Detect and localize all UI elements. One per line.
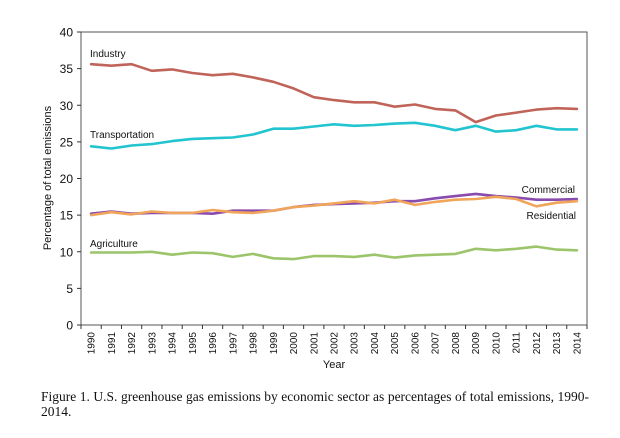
x-tick-label: 2004 <box>370 332 381 355</box>
x-tick-label: 2013 <box>552 332 563 355</box>
series-line-agriculture <box>89 245 579 261</box>
x-tick-label: 1999 <box>269 332 280 355</box>
y-tick-label: 30 <box>60 99 74 113</box>
x-tick-label: 1998 <box>249 332 260 355</box>
x-tick-label: 1992 <box>127 332 138 355</box>
x-tick-label: 2010 <box>491 332 502 355</box>
x-tick-label: 2003 <box>350 332 361 355</box>
series-label-agriculture: Agriculture <box>90 239 138 250</box>
x-tick-label: 2001 <box>309 332 320 355</box>
x-tick-label: 1995 <box>188 332 199 355</box>
series-lines <box>89 62 579 261</box>
figure-caption: Figure 1. U.S. greenhouse gas emissions … <box>41 389 589 419</box>
x-tick-label: 2012 <box>532 332 543 355</box>
series-label-residential: Residential <box>527 211 576 222</box>
series-label-transportation: Transportation <box>90 130 154 141</box>
y-tick-label: 20 <box>60 172 74 186</box>
x-tick-label: 2000 <box>289 332 300 355</box>
y-tick-label: 25 <box>60 135 74 149</box>
y-axis-title: Percentage of total emissions <box>42 105 54 250</box>
y-tick-label: 15 <box>60 209 74 223</box>
y-tick-label: 35 <box>60 62 74 76</box>
series-labels: Industry Transportation Commercial Resident… <box>90 49 576 250</box>
x-tick-label: 1990 <box>87 332 98 355</box>
x-tick-label: 2014 <box>572 332 583 355</box>
x-tick-label: 1996 <box>208 332 219 355</box>
series-line-transportation <box>89 121 579 150</box>
x-tick-label: 2008 <box>451 332 462 355</box>
x-tick-label: 1991 <box>107 332 118 355</box>
y-tick-label: 5 <box>66 282 73 296</box>
plot-frame <box>80 31 588 326</box>
y-tick-label: 0 <box>66 319 73 333</box>
y-tick-label: 40 <box>60 26 74 40</box>
x-tick-label: 2005 <box>390 332 401 355</box>
x-axis-title: Year <box>323 359 346 371</box>
y-axis: 0 5 10 15 20 25 30 35 40 <box>60 26 81 333</box>
x-tick-label: 1997 <box>228 332 239 355</box>
x-tick-label: 2002 <box>330 332 341 355</box>
series-line-residential <box>89 195 579 217</box>
x-tick-label: 2006 <box>410 332 421 355</box>
series-line-industry <box>89 62 579 124</box>
series-label-industry: Industry <box>90 49 126 60</box>
x-tick-label: 2009 <box>471 332 482 355</box>
x-tick-label: 1993 <box>147 332 158 355</box>
x-tick-label: 1994 <box>168 332 179 355</box>
series-label-commercial: Commercial <box>522 185 575 196</box>
x-tick-label: 2007 <box>431 332 442 355</box>
x-axis: 1990 1991 1992 1993 1994 1995 1996 1997 1998 1999… <box>80 325 588 355</box>
x-tick-label: 2011 <box>512 332 523 354</box>
y-tick-label: 10 <box>60 245 74 259</box>
